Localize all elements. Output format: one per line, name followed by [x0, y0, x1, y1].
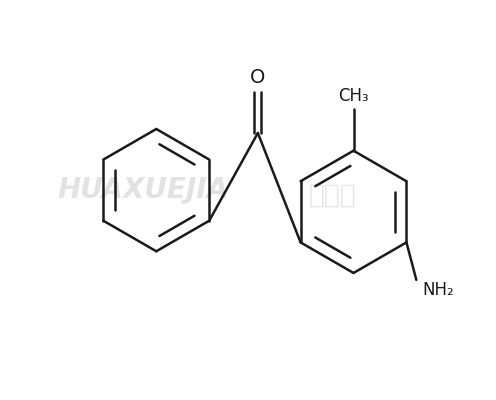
Text: CH₃: CH₃	[338, 88, 369, 106]
Text: 化学加: 化学加	[309, 182, 357, 208]
Text: HUAXUEJIA: HUAXUEJIA	[58, 176, 229, 204]
Text: NH₂: NH₂	[422, 281, 454, 299]
Text: O: O	[250, 68, 265, 87]
